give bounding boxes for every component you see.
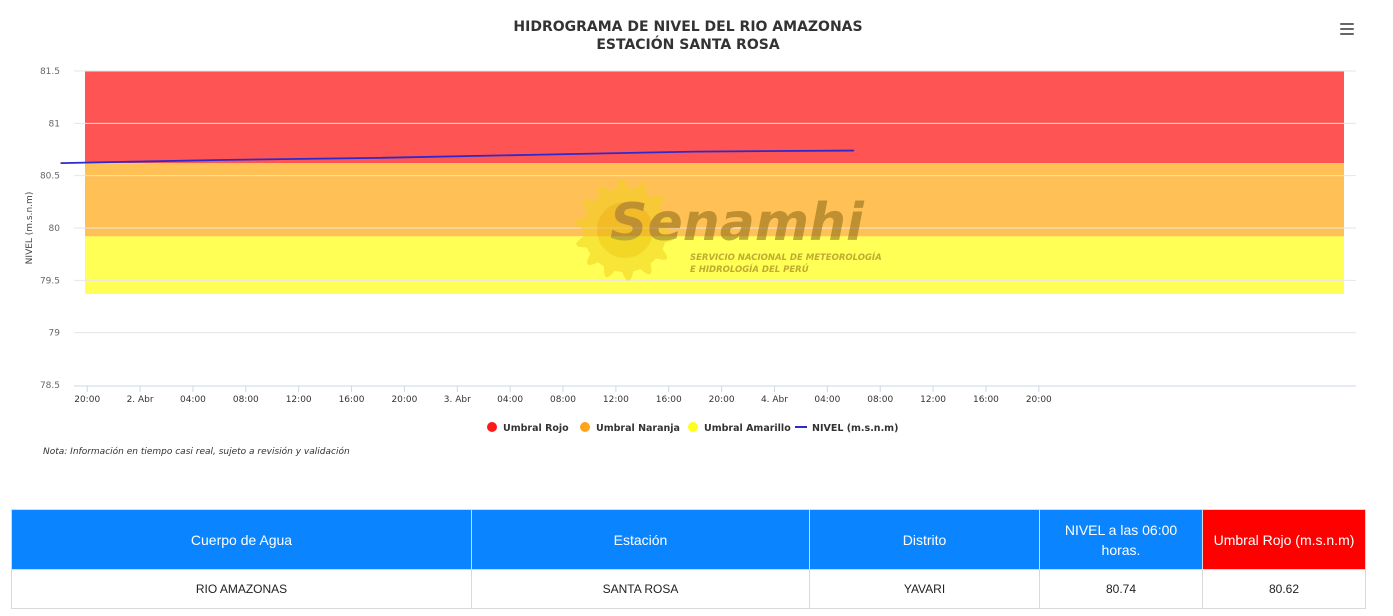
band-2 (85, 236, 1344, 294)
axes: 81.5 81 80.5 80 79.5 79 78.5 20:00 2. Abr 04:00 08… (40, 67, 1356, 405)
table-row: RIO AMAZONAS SANTA ROSA YAVARI 80.74 80.… (11, 569, 1366, 609)
cell-cuerpo-de-agua: RIO AMAZONAS (11, 569, 472, 609)
y-tick-label-6: 78.5 (40, 381, 60, 391)
senamhi-watermark: Senamhi SERVICIO NACIONAL DE METEOROLOGÍ… (574, 179, 882, 281)
chart-legend[interactable]: Umbral Rojo Umbral Naranja Umbral Amarillo… (487, 422, 898, 434)
series-layer (60, 149, 855, 165)
x-tick-label-15: 08:00 (867, 395, 893, 405)
hydrograph-chart: HIDROGRAMA DE NIVEL DEL RIO AMAZONAS EST… (25, 19, 1358, 457)
legend-marker-2 (688, 422, 698, 432)
sun-ray-6 (576, 235, 589, 248)
x-tick-label-3: 08:00 (233, 395, 259, 405)
header-cuerpo-de-agua: Cuerpo de Agua (11, 509, 472, 570)
cell-distrito: YAVARI (809, 569, 1040, 609)
x-tick-label-2: 04:00 (180, 395, 206, 405)
sun-ray-8 (582, 200, 597, 213)
header-umbral-rojo: Umbral Rojo (m.s.n.m) (1202, 509, 1366, 570)
table-header-row: Cuerpo de Agua Estación Distrito NIVEL a… (11, 509, 1366, 570)
station-table: Cuerpo de Agua Estación Distrito NIVEL a… (11, 509, 1366, 609)
legend-label-1: Umbral Naranja (596, 423, 680, 434)
sun-ray-3 (621, 268, 634, 281)
sun-ray-4 (604, 264, 617, 278)
legend-label-2: Umbral Amarillo (704, 423, 791, 434)
sun-ray-1 (653, 247, 668, 260)
sun-ray-7 (574, 217, 588, 230)
x-tick-label-17: 16:00 (973, 395, 999, 405)
y-tick-label-0: 81.5 (40, 67, 60, 77)
sun-ray-2 (638, 261, 652, 275)
sun-ray-11 (633, 182, 646, 196)
series-point-0-3 (536, 154, 538, 156)
chart-canvas: HIDROGRAMA DE NIVEL DEL RIO AMAZONAS EST… (25, 19, 1356, 434)
series-point-0-0 (60, 162, 62, 164)
chart-title: HIDROGRAMA DE NIVEL DEL RIO AMAZONAS (513, 19, 862, 35)
cell-nivel: 80.74 (1039, 569, 1203, 609)
band-0 (85, 71, 1344, 164)
cell-umbral-rojo: 80.62 (1202, 569, 1366, 609)
sun-ray-10 (616, 179, 629, 192)
sun-ray-12 (649, 194, 663, 209)
y-tick-label-2: 80.5 (40, 172, 60, 182)
legend-marker-0 (487, 422, 497, 432)
x-tick-label-16: 12:00 (920, 395, 946, 405)
y-tick-label-4: 79.5 (40, 276, 60, 286)
data-note: Nota: Información en tiempo casi real, s… (43, 447, 350, 457)
x-tick-label-1: 2. Abr (127, 395, 154, 405)
x-tick-label-18: 20:00 (1026, 395, 1052, 405)
header-nivel: NIVEL a las 06:00 horas. (1039, 509, 1203, 570)
series-point-0-4 (694, 151, 696, 153)
y-tick-label-5: 79 (49, 329, 61, 339)
sun-ray-5 (587, 251, 601, 266)
legend-marker-1 (580, 422, 590, 432)
series-point-0-1 (218, 159, 220, 161)
y-tick-label-3: 80 (49, 224, 61, 234)
x-tick-label-13: 4. Abr (761, 395, 788, 405)
sun-ray-9 (598, 185, 612, 199)
legend-label-0: Umbral Rojo (503, 423, 569, 434)
series-point-0-2 (377, 157, 379, 159)
hamburger-menu-icon[interactable] (1336, 20, 1358, 40)
y-axis-title: NIVEL (m.s.n.m) (25, 192, 35, 265)
chart-subtitle: ESTACIÓN SANTA ROSA (596, 35, 779, 53)
sun-logo-icon (574, 179, 676, 281)
x-tick-label-14: 04:00 (814, 395, 840, 405)
watermark-line1: SERVICIO NACIONAL DE METEOROLOGÍA (690, 251, 882, 263)
sun-ray-13 (661, 212, 674, 225)
x-tick-label-4: 12:00 (286, 395, 312, 405)
x-tick-label-8: 04:00 (497, 395, 523, 405)
watermark-brand: Senamhi (610, 193, 865, 253)
grid-lines (74, 70, 1356, 334)
series-line-0 (60, 149, 854, 165)
cell-estacion: SANTA ROSA (471, 569, 810, 609)
x-tick-label-10: 12:00 (603, 395, 629, 405)
x-tick-label-9: 08:00 (550, 395, 576, 405)
y-tick-label-1: 81 (49, 119, 60, 129)
watermark-line2: E HIDROLOGÍA DEL PERÚ (690, 263, 809, 275)
x-tick-label-12: 20:00 (709, 395, 735, 405)
x-tick-label-6: 20:00 (391, 395, 417, 405)
x-tick-label-0: 20:00 (74, 395, 100, 405)
sun-ray-0 (662, 230, 676, 243)
x-tick-label-11: 16:00 (656, 395, 682, 405)
legend-label-3: NIVEL (m.s.n.m) (812, 423, 898, 434)
x-tick-label-5: 16:00 (339, 395, 365, 405)
x-tick-label-7: 3. Abr (444, 395, 471, 405)
header-distrito: Distrito (809, 509, 1040, 570)
header-estacion: Estación (471, 509, 810, 570)
series-point-0-5 (853, 150, 855, 152)
